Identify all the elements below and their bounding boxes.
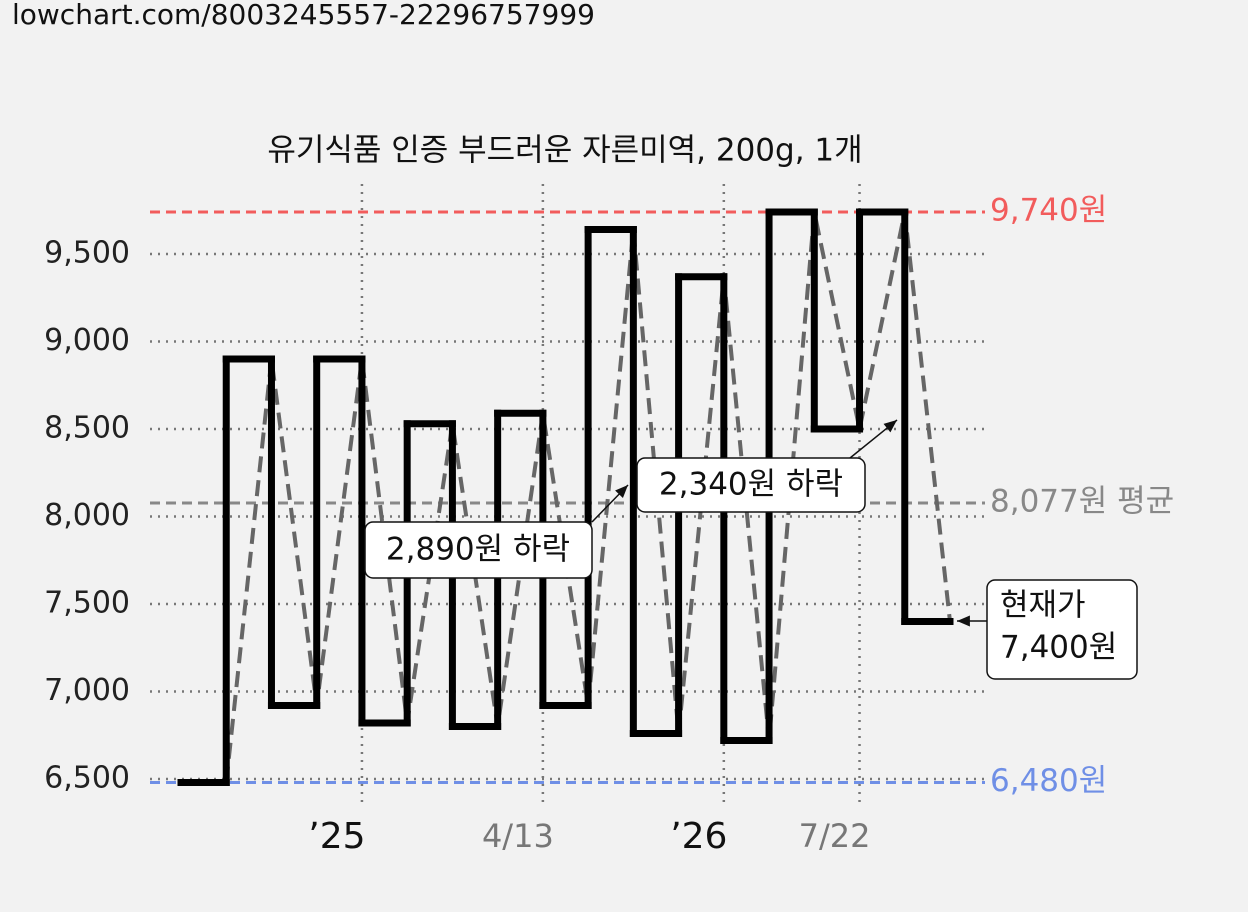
x-tick-label: ’26 [670,816,727,857]
annotation-box [364,521,593,579]
reference-label: 6,480원 [990,763,1107,799]
annotation: 2,340원 하락 [659,467,843,503]
x-tick-label: ’25 [308,816,365,857]
y-tick-label: 9,000 [44,323,130,358]
arrow-head [615,485,628,499]
annotation-box [636,457,866,513]
reference-label: 8,077원 평균 [990,484,1174,520]
y-tick-label: 7,500 [44,586,130,621]
reference-label: 9,740원 [990,193,1107,229]
annotation-box [986,579,1138,680]
url: lowchart.com/8003245557-22296757999 [12,0,595,31]
arrow-head [957,615,970,627]
y-tick-label: 8,500 [44,411,130,446]
annotation: 현재가 [1000,588,1086,624]
annotation: 2,890원 하락 [386,532,570,568]
x-tick-label: 7/22 [799,817,871,855]
y-tick-label: 8,000 [44,498,130,533]
chart-title: 유기식품 인증 부드러운 자른미역, 200g, 1개 [267,133,862,169]
y-tick-label: 7,000 [44,673,130,708]
x-tick-label: 4/13 [482,817,554,855]
arrow-head [883,420,897,433]
y-tick-label: 6,500 [44,761,130,796]
annotation: 7,400원 [1000,630,1117,666]
y-tick-label: 9,500 [44,236,130,271]
